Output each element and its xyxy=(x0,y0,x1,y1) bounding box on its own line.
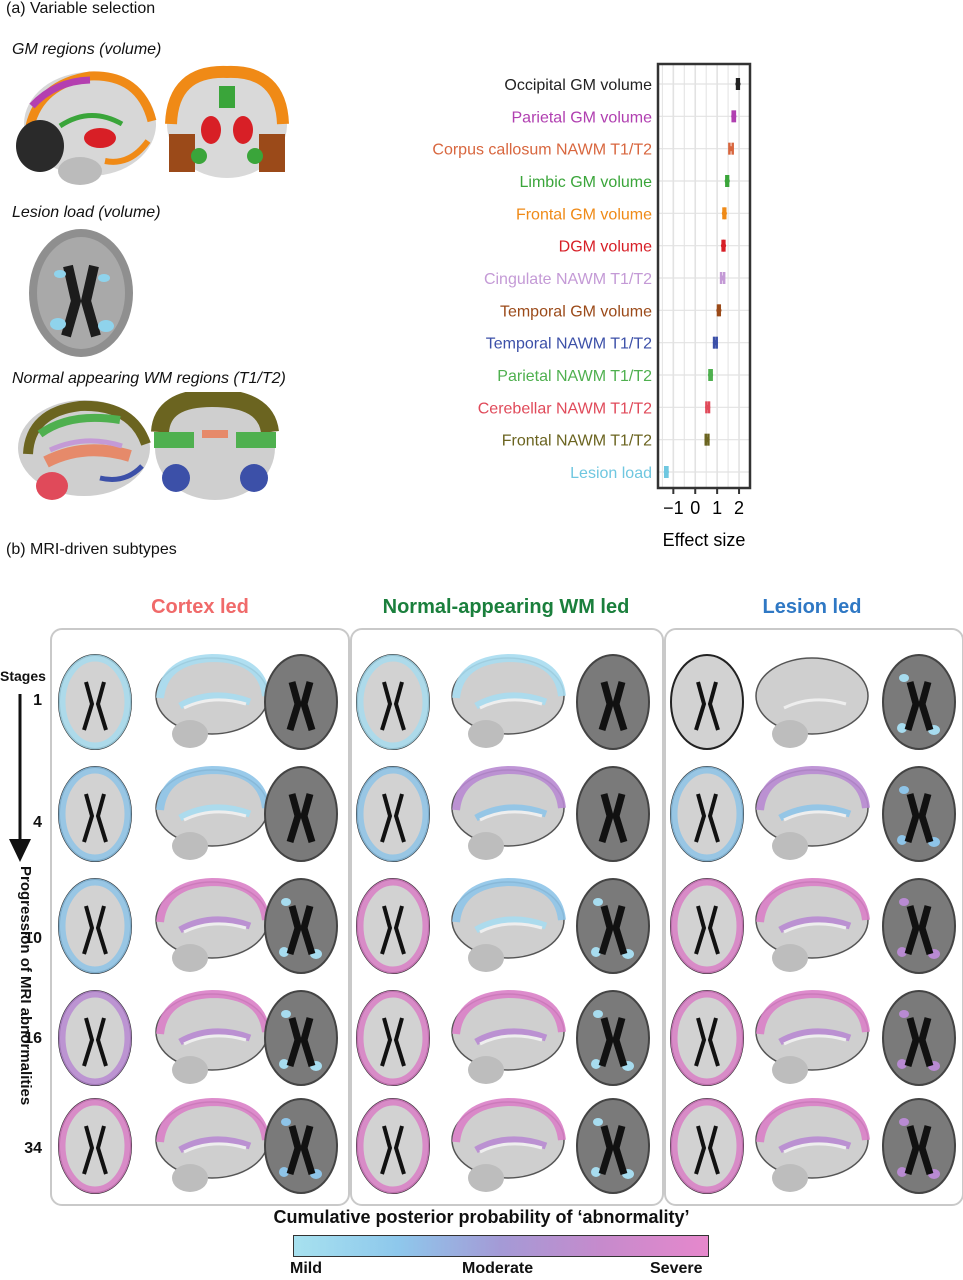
colorbar-tick-moderate: Moderate xyxy=(462,1260,534,1277)
stage-number: 4 xyxy=(33,814,42,831)
lesion-load-title: Lesion load (volume) xyxy=(12,204,161,221)
variable-label: Cerebellar NAWM T1/T2 xyxy=(478,400,652,417)
stage-number: 34 xyxy=(24,1140,42,1157)
effect-size-point xyxy=(728,142,734,155)
effect-size-point xyxy=(707,369,714,381)
effect-size-point xyxy=(724,175,730,187)
nawm-regions-title: Normal appearing WM regions (T1/T2) xyxy=(12,370,286,387)
subtype-column-lesion xyxy=(664,628,963,1206)
colorbar-gradient xyxy=(293,1235,709,1257)
stage-number: 10 xyxy=(24,930,42,947)
gm-coronal-brain-image xyxy=(165,65,289,178)
variable-label: Occipital GM volume xyxy=(504,77,652,94)
effect-size-point xyxy=(735,78,741,90)
variable-label: Limbic GM volume xyxy=(520,174,653,191)
gm-sagittal-brain-image xyxy=(16,71,157,185)
effect-size-point xyxy=(716,304,722,317)
subtype-title-cortex: Cortex led xyxy=(151,596,249,618)
subtype-title-lesion: Lesion led xyxy=(762,596,862,618)
panel-b-label: (b) MRI-driven subtypes xyxy=(6,541,177,558)
subtype-title-nawm: Normal-appearing WM led xyxy=(382,596,630,618)
variable-label: Lesion load xyxy=(570,465,652,482)
effect-size-forest-plot: Occipital GM volume Parietal GM volume Cor… xyxy=(432,62,752,550)
panel-a-label: (a) Variable selection xyxy=(6,0,156,17)
stages-label: Stages xyxy=(0,668,46,684)
subtype-column-cortex xyxy=(50,628,350,1206)
plot-frame xyxy=(656,62,752,490)
colorbar-tick-mild: Mild xyxy=(290,1260,322,1277)
variable-label: Corpus callosum NAWM T1/T2 xyxy=(432,142,652,159)
variable-label: Frontal GM volume xyxy=(516,206,652,223)
variable-label: Parietal GM volume xyxy=(512,109,653,126)
effect-size-point xyxy=(731,110,737,123)
stage-number: 1 xyxy=(33,692,42,709)
effect-size-point xyxy=(721,207,727,220)
forest-x-axis-label: Effect size xyxy=(663,530,746,550)
effect-size-point xyxy=(663,466,669,478)
progression-arrow-icon xyxy=(9,694,31,862)
colorbar-tick-severe: Severe xyxy=(650,1260,703,1277)
effect-size-point xyxy=(704,433,710,446)
progression-label-container: Progression of MRI abnormalities xyxy=(16,866,36,1156)
variable-label: Frontal NAWM T1/T2 xyxy=(502,433,652,450)
lesion-load-brain-image xyxy=(29,229,133,357)
gm-regions-title: GM regions (volume) xyxy=(12,41,162,58)
nawm-sagittal-brain-image xyxy=(18,400,151,500)
x-tick-label: −1 xyxy=(663,498,684,518)
variable-label: DGM volume xyxy=(559,239,652,256)
nawm-coronal-brain-image xyxy=(151,392,279,500)
variable-label: Parietal NAWM T1/T2 xyxy=(497,368,652,385)
stage-number: 16 xyxy=(24,1030,42,1047)
effect-size-point xyxy=(705,401,711,414)
effect-size-point xyxy=(712,336,718,349)
x-tick-label: 2 xyxy=(734,498,744,518)
effect-size-point xyxy=(719,272,726,284)
variable-label: Temporal NAWM T1/T2 xyxy=(486,336,652,353)
colorbar-title: Cumulative posterior probability of ‘abn… xyxy=(273,1207,690,1227)
x-tick-label: 1 xyxy=(712,498,722,518)
variable-label: Temporal GM volume xyxy=(500,303,652,320)
effect-size-point xyxy=(720,239,727,252)
progression-label: Progression of MRI abnormalities xyxy=(17,866,34,1106)
subtype-column-nawm xyxy=(350,628,664,1206)
variable-label: Cingulate NAWM T1/T2 xyxy=(484,271,652,288)
x-tick-label: 0 xyxy=(690,498,700,518)
